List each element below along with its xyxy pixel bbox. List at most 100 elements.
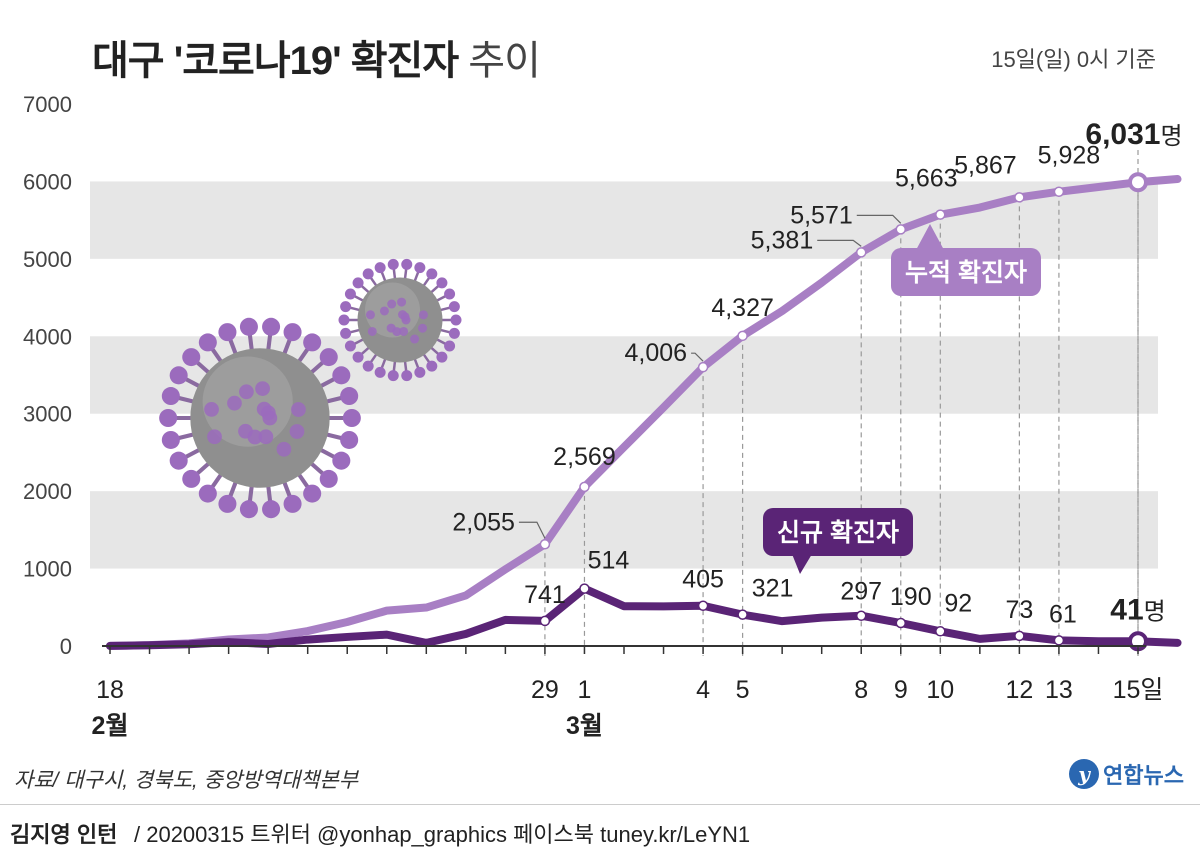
virus-spot [256, 401, 272, 417]
callout-tail [916, 224, 944, 250]
virus-spike-head [414, 366, 426, 378]
basis-date: 15일(일) 0시 기준 [991, 47, 1156, 72]
y-tick-label: 6000 [23, 169, 72, 194]
credit-line: / 20200315 트위터 @yonhap_graphics 페이스북 tun… [134, 822, 751, 847]
virus-spike-head [344, 340, 356, 352]
data-point [539, 539, 551, 550]
y-tick-label: 7000 [23, 92, 72, 117]
virus-spike-head [444, 288, 456, 300]
virus-spike-head [319, 469, 338, 488]
virus-spot [247, 429, 263, 445]
virus-spike-head [401, 370, 413, 382]
month-label: 2월 [92, 712, 129, 740]
data-label: 4,327 [711, 294, 774, 322]
y-tick-label: 5000 [23, 247, 72, 272]
data-point [855, 610, 867, 621]
virus-spike-head [436, 351, 448, 363]
data-point [895, 617, 907, 629]
y-tick-label: 0 [60, 634, 72, 659]
virus-spike-head [374, 262, 386, 274]
data-point [935, 209, 946, 220]
data-label: 73 [1005, 596, 1033, 624]
virus-spot [239, 384, 254, 400]
virus-spike-head [374, 366, 386, 378]
virus-spot [399, 326, 409, 336]
virus-spike-head [444, 340, 456, 352]
x-tick-label: 10 [926, 676, 954, 704]
footer-bar: 김지영 인턴 / 20200315 트위터 @yonhap_graphics 페… [0, 804, 1200, 855]
virus-large-icon [159, 317, 361, 519]
y-tick-label: 2000 [23, 479, 72, 504]
virus-spike-head [169, 366, 188, 385]
data-label: 4,006 [625, 339, 688, 367]
virus-spike-head [198, 333, 217, 352]
virus-spike-head [319, 348, 338, 367]
data-point [1014, 630, 1025, 642]
x-tick-label: 8 [854, 676, 868, 704]
label-connector [856, 214, 902, 224]
data-point [1053, 186, 1065, 197]
virus-spike-head [239, 317, 258, 336]
data-label: 2,055 [452, 508, 515, 536]
month-label: 3월 [566, 712, 603, 740]
callout-label: 신규 확진자 [777, 519, 899, 547]
virus-spot [255, 381, 270, 396]
author: 김지영 인턴 [10, 822, 118, 847]
data-point [697, 361, 709, 373]
x-tick-label: 29 [531, 676, 559, 704]
label-connector [817, 239, 862, 247]
y-tick-label: 3000 [23, 402, 72, 427]
virus-spike-head [448, 327, 460, 339]
data-label: 5,867 [954, 151, 1017, 179]
virus-spot [387, 299, 397, 309]
virus-spike-head [352, 277, 364, 289]
virus-spot [227, 395, 242, 411]
data-label: 41명 [1110, 593, 1165, 626]
x-axis: 18 29 1 4 5 8 9 10 12 13 15일 2월 3월 [92, 645, 1163, 740]
virus-spike-head [362, 360, 374, 372]
series-lines [106, 172, 1182, 652]
data-label: 321 [752, 575, 794, 603]
data-point [737, 609, 748, 620]
virus-spike-head [283, 494, 302, 513]
virus-spike-head [338, 314, 350, 326]
virus-spot [291, 402, 306, 417]
virus-spot [418, 323, 428, 333]
data-label-unit: 명 [1160, 123, 1182, 150]
y-axis-ticks: 0 1000 2000 3000 4000 5000 6000 7000 [23, 92, 72, 659]
virus-spike-head [303, 484, 322, 503]
virus-spike-head [344, 288, 356, 300]
data-point [1014, 192, 1025, 203]
virus-spike-head [387, 258, 399, 270]
data-label: 5,663 [895, 165, 958, 193]
source-note: 자료/ 대구시, 경북도, 중앙방역대책본부 [14, 769, 359, 792]
data-label: 6,031명 [1085, 118, 1182, 151]
data-label: 297 [840, 578, 882, 606]
virus-spike-head [362, 268, 374, 280]
data-point [579, 481, 590, 493]
virus-spike-head [332, 366, 351, 385]
virus-spike-head [352, 351, 364, 363]
callout-box [763, 508, 913, 556]
x-tick-label: 4 [696, 676, 710, 704]
virus-spot [418, 310, 428, 320]
data-label-unit: 명 [1144, 598, 1166, 625]
y-tick-label: 4000 [23, 324, 72, 349]
virus-spike-head [448, 301, 460, 313]
virus-spot [379, 306, 389, 316]
data-point [697, 600, 709, 611]
virus-spike-head [239, 500, 258, 519]
virus-spike-head [436, 277, 448, 289]
grid-band [90, 181, 1158, 259]
virus-spike-head [218, 494, 237, 513]
logo-icon: y [1069, 759, 1100, 789]
virus-spike-head [340, 387, 359, 406]
virus-spike-head [182, 348, 201, 367]
virus-spike-head [161, 430, 180, 449]
data-point [1128, 172, 1148, 193]
virus-spot [397, 297, 407, 307]
virus-spot [367, 326, 377, 336]
virus-spot [276, 441, 292, 457]
virus-spike-head [303, 333, 322, 352]
